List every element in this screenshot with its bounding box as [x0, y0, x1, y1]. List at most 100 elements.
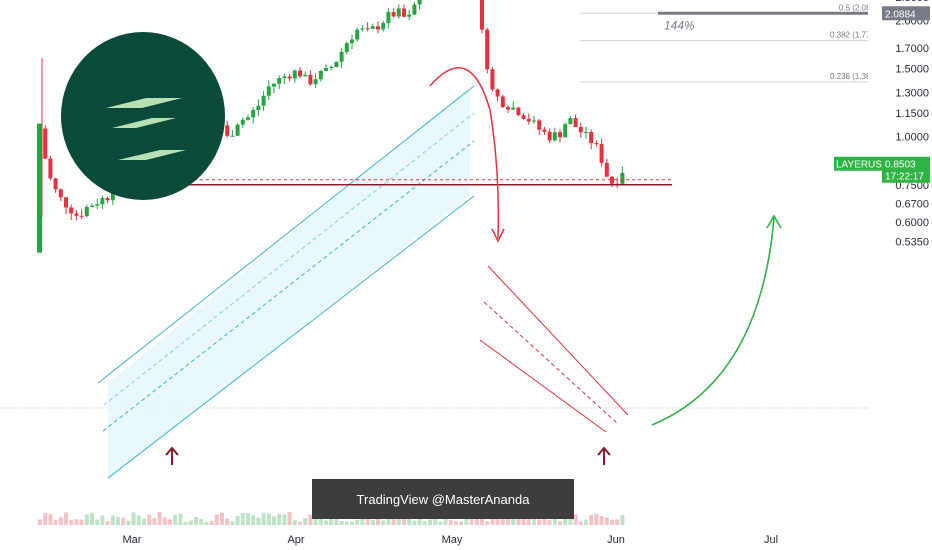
- symbol-tag: LAYERUSDT: [836, 160, 895, 171]
- fib-levels: 0.786 (2.8491)0.618 (2.4022)0.5 (2.0884)…: [580, 3, 882, 83]
- volume-bar: [183, 521, 188, 525]
- volume-bar: [105, 521, 110, 525]
- volume-bar: [438, 521, 443, 525]
- volume-bar: [620, 514, 625, 525]
- candle-body: [266, 86, 271, 96]
- volume-bar: [142, 518, 146, 525]
- volume-bar: [407, 516, 412, 525]
- volume-bar: [84, 514, 89, 525]
- candle-body: [537, 120, 542, 130]
- volume-bar: [464, 518, 469, 525]
- volume-bar: [318, 517, 323, 525]
- y-tick-label: 2.3000: [895, 0, 929, 4]
- channel-lower: [107, 195, 475, 479]
- volume-bar: [521, 517, 526, 525]
- candle-body: [350, 39, 354, 44]
- candle-body: [90, 205, 94, 207]
- volume-bar: [381, 520, 386, 525]
- volume-bar: [303, 518, 308, 525]
- candle-body: [542, 129, 547, 132]
- candle-body: [240, 119, 245, 125]
- y-tick-label: 1.3000: [895, 88, 929, 100]
- volume-bar: [152, 518, 157, 525]
- x-tick-label: May: [442, 534, 463, 546]
- target-gain-label: 144%: [664, 18, 695, 32]
- candle-body: [339, 51, 344, 62]
- candle-body: [402, 8, 406, 17]
- volume-bar: [214, 514, 219, 525]
- volume-bar: [355, 519, 360, 525]
- volume-bar: [402, 518, 406, 525]
- volume-bar: [610, 519, 614, 525]
- candle-body: [495, 89, 500, 97]
- x-tick-label: Jul: [764, 534, 778, 546]
- candle-body: [43, 128, 48, 159]
- volume-bar: [459, 521, 464, 525]
- candle-body: [547, 131, 552, 141]
- volume-bar: [516, 518, 521, 525]
- volume-bar: [69, 520, 74, 525]
- volume-bar: [324, 520, 328, 525]
- volume-bar: [194, 517, 198, 525]
- volume-bar: [225, 518, 230, 525]
- volume-bar: [246, 513, 250, 525]
- candle-body: [313, 79, 318, 85]
- fib-label: 0.382 (1.7745): [830, 31, 882, 40]
- volume-bar: [578, 521, 583, 525]
- candle-body: [370, 26, 375, 29]
- volume-bar: [511, 518, 516, 525]
- down-curve-arrow-icon: [429, 67, 500, 239]
- volume-bar: [339, 520, 344, 525]
- logo: [61, 32, 225, 200]
- y-tick-label: 0.7500: [895, 180, 929, 192]
- volume-bar: [344, 521, 349, 525]
- volume-bar: [116, 517, 120, 525]
- channel-quarter: [103, 112, 475, 406]
- volume-bar: [448, 519, 453, 525]
- candle-body: [105, 198, 110, 201]
- candle-body: [589, 131, 594, 144]
- desc-mid: [483, 301, 619, 425]
- candle-body: [355, 29, 360, 40]
- up-arrow-head-icon: [165, 446, 179, 456]
- candle-body: [298, 70, 302, 77]
- candle-body: [64, 197, 68, 208]
- volume-bar: [526, 516, 531, 525]
- volume-bar: [220, 512, 224, 525]
- candle-body: [391, 12, 396, 17]
- candle-body: [584, 131, 588, 133]
- candle-body: [334, 61, 339, 67]
- volume-bar: [599, 516, 604, 525]
- volume-bar: [147, 514, 152, 525]
- volume-bar: [443, 518, 448, 525]
- time-axis: Mar Apr May Jun Jul: [123, 534, 779, 546]
- volume-bar: [547, 519, 552, 525]
- candle-body: [100, 198, 105, 205]
- x-tick-label: Jun: [607, 534, 625, 546]
- volume-bar: [542, 513, 547, 525]
- y-tick-label: 0.6700: [895, 199, 929, 211]
- volume-bar: [532, 514, 536, 525]
- volume-bar: [277, 514, 282, 525]
- volume-bar: [126, 520, 131, 525]
- candle-body: [251, 110, 256, 118]
- volume-bar: [391, 514, 396, 525]
- price-axis-bg: [868, 0, 932, 530]
- volume-bar: [292, 520, 297, 525]
- candle-body: [552, 132, 557, 141]
- candle-body: [277, 78, 282, 84]
- desc-upper: [487, 265, 629, 416]
- target-tag-lower-bg: [882, 6, 930, 21]
- volume-bar: [74, 519, 79, 525]
- candle-body: [246, 117, 250, 120]
- channel-upper: [97, 85, 475, 384]
- candle-body: [381, 23, 386, 30]
- volume-bar: [282, 514, 287, 525]
- volume-bar: [178, 513, 183, 525]
- volume-bar: [573, 514, 578, 525]
- candle-body: [360, 28, 365, 30]
- volume-bar: [422, 521, 427, 525]
- candle-body: [599, 144, 604, 163]
- candle-body: [79, 215, 84, 217]
